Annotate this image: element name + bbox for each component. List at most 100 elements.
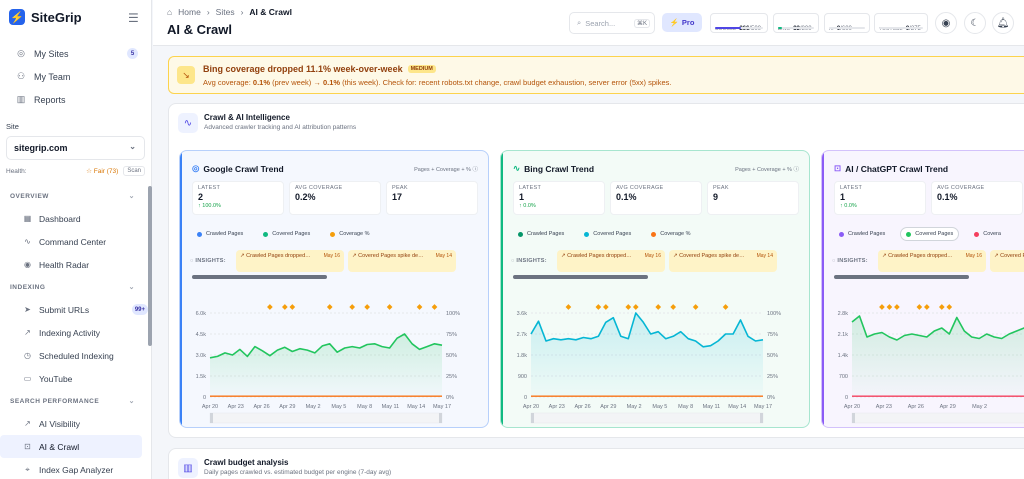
event-marker (386, 304, 393, 310)
site-select[interactable]: sitegrip.com ⌄ (6, 136, 145, 160)
breadcrumb-current: AI & Crawl (249, 7, 292, 17)
stat-box: PEAK 17 (386, 181, 478, 215)
crawl-intelligence-panel: ∿ Crawl & AI Intelligence Advanced crawl… (168, 103, 1024, 438)
insight-chip[interactable]: ↗ Crawled Pages dropped… May 16 (236, 250, 344, 272)
search-placeholder: Search... (585, 18, 616, 28)
legend-toggle[interactable]: Coverage % (325, 227, 374, 241)
x-tick-label: May 17 (433, 404, 451, 410)
sidebar-item-label: Reports (34, 94, 66, 105)
series-line-covered-pages (530, 312, 764, 348)
event-marker (595, 304, 602, 310)
breadcrumb-sites[interactable]: Sites (215, 7, 235, 17)
insights-scrollbar[interactable] (513, 275, 648, 279)
legend-toggle[interactable]: Crawled Pages (834, 227, 890, 241)
x-tick-label: May 14 (407, 404, 425, 410)
y-tick-label: 6.0k (196, 311, 207, 317)
sidebar-item-indexing-activity[interactable]: ↗ Indexing Activity (0, 321, 152, 344)
users-icon: ⚇ (16, 71, 26, 81)
breadcrumb-home[interactable]: Home (178, 7, 201, 17)
event-marker (289, 304, 296, 310)
card-accent (822, 151, 824, 427)
brand[interactable]: ⚡ SiteGrip (9, 9, 82, 25)
y-right-tick-label: 25% (446, 374, 457, 380)
sidebar-item-my-team[interactable]: ⚇ My Team (0, 65, 152, 88)
card-meta: Pages + Coverage + % ⓘ (735, 167, 799, 173)
sidebar-item-health-radar[interactable]: ◉ Health Radar (0, 253, 152, 276)
sidebar-item-label: YouTube (39, 373, 73, 384)
moon-icon[interactable]: ☾ (964, 12, 986, 34)
insight-chip[interactable]: ↗ Covered Pages spike de…May 14 (348, 250, 456, 272)
event-marker (632, 304, 639, 310)
x-tick-label: Apr 20 (523, 404, 539, 410)
search-input[interactable]: ⌕ Search... ⌘K (569, 12, 655, 34)
video-icon: ▭ (23, 374, 32, 383)
trend-icon: ↗ (24, 419, 31, 428)
panel-subtitle: Daily pages crawled vs. estimated budget… (204, 469, 392, 476)
sidebar-item-submit-urls[interactable]: ➤ Submit URLs 99+ (0, 298, 152, 321)
event-marker (946, 304, 953, 310)
sidebar-item-index-gap-analyzer[interactable]: ⌖ Index Gap Analyzer (0, 458, 152, 479)
legend-toggle[interactable]: Covered Pages (579, 227, 636, 241)
legend-toggle[interactable]: Crawled Pages (513, 227, 569, 241)
legend-toggle[interactable]: Crawled Pages (192, 227, 248, 241)
stat-box: AVG COVERAGE 0.1% (931, 181, 1023, 215)
section-search-performance[interactable]: SEARCH PERFORMANCE ⌄ (10, 397, 135, 406)
insights-scrollbar[interactable] (834, 275, 969, 279)
severity-badge: MEDIUM (407, 65, 436, 73)
legend-toggle[interactable]: Covera (969, 227, 1006, 241)
sidebar-item-youtube[interactable]: ▭ YouTube (0, 367, 152, 390)
sidebar-item-dashboard[interactable]: ▦ Dashboard (0, 207, 152, 230)
series-area (531, 313, 763, 397)
alert-detail: Avg coverage: 0.1% (prev week) → 0.1% (t… (203, 78, 672, 87)
section-overview[interactable]: OVERVIEW ⌄ (10, 192, 135, 201)
sidebar-scrollbar[interactable] (148, 186, 152, 346)
sidebar-item-reports[interactable]: ▥ Reports (0, 88, 152, 111)
activity-icon: ∿ (24, 237, 31, 246)
bar-chart-icon: ▥ (16, 94, 26, 104)
sidebar-item-ai-crawl[interactable]: ⊡ AI & Crawl (0, 435, 142, 458)
stat-label: AVG COVERAGE (937, 185, 985, 191)
bell-icon[interactable]: 🔔︎ (992, 12, 1014, 34)
insight-chip[interactable]: ↗ Crawled Pages dropped… May 16 (557, 250, 665, 272)
brush-handle-right (439, 413, 442, 423)
sidebar-item-label: Command Center (39, 236, 107, 247)
sidebar-item-label: Indexing Activity (39, 327, 100, 338)
sidebar-item-ai-visibility[interactable]: ↗ AI Visibility (0, 412, 152, 435)
legend-swatch (906, 231, 912, 237)
sidebar-item-scheduled-indexing[interactable]: ◷ Scheduled Indexing (0, 344, 152, 367)
chevron-down-icon: ⌄ (128, 398, 135, 405)
stat-label: LATEST (840, 185, 863, 191)
insight-chip[interactable]: ↗ Covered Pages spike de…May 14 (669, 250, 777, 272)
info-icon[interactable]: ⓘ (472, 167, 478, 173)
pro-button[interactable]: ⚡ Pro (662, 13, 702, 32)
breadcrumb-separator: › (240, 7, 244, 17)
insight-chip[interactable]: ↗ Covered Pages spike de…May 14 (990, 250, 1024, 272)
trend-down-icon: ↘ (177, 66, 195, 84)
card-title: ⊡ AI / ChatGPT Crawl Trend (834, 163, 949, 174)
x-tick-label: Apr 29 (940, 404, 956, 410)
legend-toggle[interactable]: Coverage % (646, 227, 695, 241)
eye-icon[interactable]: ◉ (935, 12, 957, 34)
event-marker (603, 304, 609, 310)
sidebar-item-label: My Sites (34, 48, 69, 59)
insight-chip[interactable]: ↗ Crawled Pages dropped… May 16 (878, 250, 986, 272)
scan-button[interactable]: Scan (123, 166, 145, 176)
chart-card: ⊡ AI / ChatGPT Crawl Trend LATEST 1 ↑ 0.0… (821, 150, 1024, 428)
trend-chart: 3.6k 2.7k 1.8k 900 0 100% 75% 50% 25% 0% Apr 20 Apr… (501, 283, 809, 427)
section-indexing[interactable]: INDEXING ⌄ (10, 283, 135, 292)
stat-label: PEAK (713, 185, 729, 191)
event-marker (670, 304, 677, 310)
globe-icon: ◎ (17, 48, 25, 58)
info-icon[interactable]: ⓘ (793, 167, 799, 173)
series-line-covered-pages (209, 333, 443, 359)
main-content: ↘ Bing coverage dropped 11.1% week-over-… (153, 47, 1024, 479)
sidebar-item-command-center[interactable]: ∿ Command Center (0, 230, 152, 253)
menu-icon[interactable]: ☰ (128, 11, 139, 25)
breadcrumb-separator: › (206, 7, 210, 17)
legend-toggle[interactable]: Covered Pages (258, 227, 315, 241)
activity-icon: ∿ (178, 113, 198, 133)
legend-toggle[interactable]: Covered Pages (900, 227, 960, 241)
insights-scrollbar[interactable] (192, 275, 327, 279)
sidebar-item-my-sites[interactable]: ◎ My Sites 5 (0, 42, 152, 65)
stat-box: LATEST 2 ↑ 100.0% (192, 181, 284, 215)
